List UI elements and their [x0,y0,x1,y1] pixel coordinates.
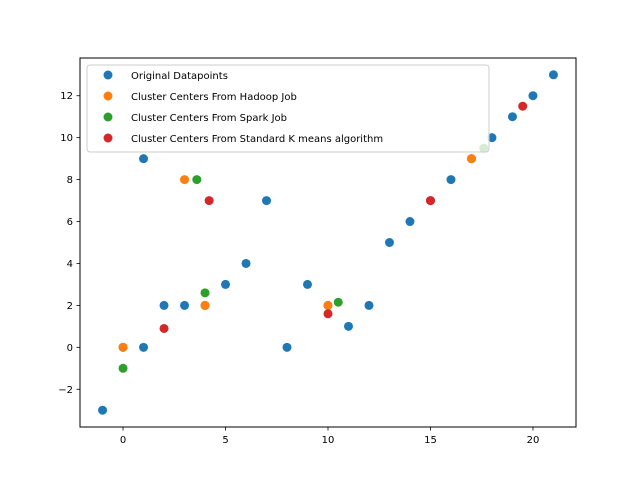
series-0-point-13 [344,321,353,331]
data-points [98,70,558,415]
series-1-point-1 [180,175,190,185]
y-tick-label: 0 [67,343,73,354]
legend-marker-0 [103,70,113,80]
series-3-point-2 [323,309,333,319]
series-3-point-4 [518,101,528,111]
series-0-point-8 [241,258,251,268]
series-0-point-22 [528,91,538,101]
x-tick-label: 15 [424,435,437,446]
series-0-point-4 [159,300,169,310]
series-1-point-0 [118,342,128,352]
legend: Original Datapoints Cluster Centers From … [86,64,490,153]
y-tick-label: 6 [67,217,73,228]
series-0-point-20 [487,133,497,143]
series-1-point-4 [466,154,476,164]
legend-label-3: Cluster Centers From Standard K means al… [131,134,383,145]
series-0-point-23 [548,70,558,80]
legend-label-2: Cluster Centers From Spark Job [131,113,287,124]
series-2-point-0 [118,363,128,373]
y-tick-label: 8 [67,175,73,186]
series-0-point-16 [405,217,415,227]
series-0-point-0 [98,405,108,415]
series-0-point-2 [139,342,149,352]
x-axis: 0 5 10 15 20 [120,427,539,446]
legend-label-1: Cluster Centers From Hadoop Job [131,92,297,103]
legend-marker-1 [103,91,113,101]
y-tick-label: −2 [58,385,73,396]
x-tick-label: 10 [322,435,335,446]
series-1-point-3 [323,300,333,310]
legend-marker-3 [103,133,113,143]
x-tick-label: 0 [120,435,126,446]
series-0-point-18 [446,175,456,185]
series-3-point-1 [204,196,214,206]
series-0-point-15 [384,238,394,247]
series-0-point-10 [282,342,292,352]
x-tick-label: 5 [222,435,228,446]
series-0-point-21 [507,112,517,122]
series-0-point-11 [303,279,312,289]
series-0-point-5 [180,300,190,310]
series-0-point-7 [221,279,231,289]
y-tick-label: 2 [67,301,73,312]
y-tick-label: 10 [60,133,73,144]
legend-marker-2 [103,112,113,122]
series-3-point-3 [425,196,435,206]
series-2-point-3 [333,297,343,307]
series-0-point-9 [262,196,272,206]
y-tick-label: 4 [67,259,73,270]
series-3-point-0 [159,323,169,333]
series-1-point-2 [200,300,210,310]
series-0-point-3 [139,154,149,164]
y-tick-label: 12 [60,91,73,102]
legend-label-0: Original Datapoints [131,71,228,82]
series-0-point-14 [364,300,374,310]
y-axis: −2 0 2 4 6 8 10 12 [58,91,80,396]
series-2-point-2 [200,288,210,298]
legend-box [86,64,490,153]
x-tick-label: 20 [527,435,540,446]
series-2-point-1 [192,175,202,185]
